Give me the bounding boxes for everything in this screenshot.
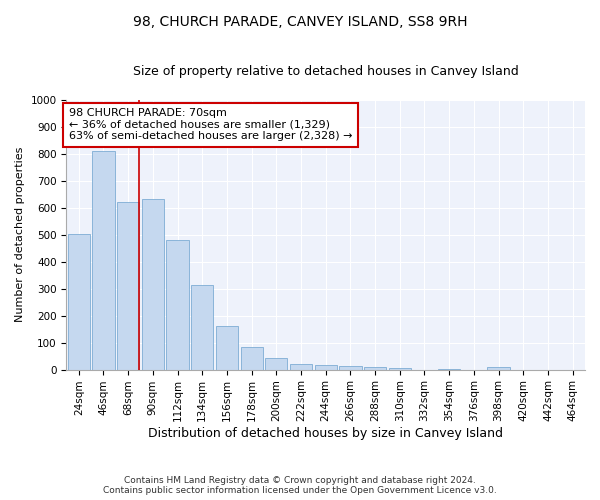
Bar [314,364,337,370]
Title: Size of property relative to detached houses in Canvey Island: Size of property relative to detached ho… [133,65,518,78]
Y-axis label: Number of detached properties: Number of detached properties [15,147,25,322]
Bar [265,358,287,370]
Bar [68,234,90,370]
Bar [389,368,411,370]
Text: 98 CHURCH PARADE: 70sqm
← 36% of detached houses are smaller (1,329)
63% of semi: 98 CHURCH PARADE: 70sqm ← 36% of detache… [69,108,352,142]
Bar [117,202,139,370]
Bar [191,285,214,370]
Bar [290,364,312,370]
X-axis label: Distribution of detached houses by size in Canvey Island: Distribution of detached houses by size … [148,427,503,440]
Bar [166,240,188,370]
Bar [92,151,115,370]
Text: 98, CHURCH PARADE, CANVEY ISLAND, SS8 9RH: 98, CHURCH PARADE, CANVEY ISLAND, SS8 9R… [133,15,467,29]
Text: Contains HM Land Registry data © Crown copyright and database right 2024.
Contai: Contains HM Land Registry data © Crown c… [103,476,497,495]
Bar [216,326,238,370]
Bar [241,347,263,370]
Bar [487,368,509,370]
Bar [438,369,460,370]
Bar [364,367,386,370]
Bar [142,198,164,370]
Bar [339,366,362,370]
